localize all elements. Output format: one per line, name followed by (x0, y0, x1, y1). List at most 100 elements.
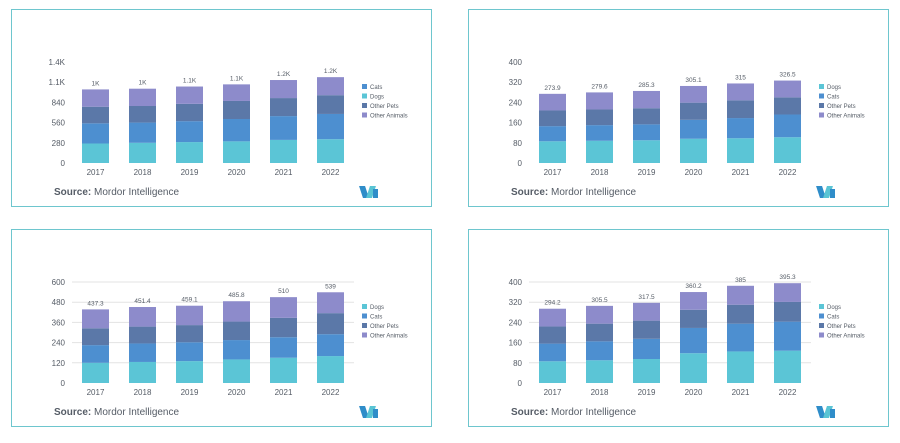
data-label-total: 395.3 (779, 274, 796, 281)
y-tick-label: 560 (52, 119, 66, 128)
bar-segment-other-pets (129, 326, 156, 344)
y-tick-label: 160 (509, 119, 523, 128)
x-tick-label: 2019 (638, 388, 656, 397)
bar-segment-other-pets (774, 301, 801, 322)
legend-swatch (819, 112, 824, 118)
stacked-bar-chart-1: 0 280 560 840 1.1K 1.4K 1K 2017 1K 2018 1.1K 2019 1.… (49, 58, 408, 177)
bar-segment-other-pets (270, 98, 297, 117)
y-tick-label: 240 (509, 98, 523, 107)
bar-segment-dogs (129, 361, 156, 383)
bar-segment-other-pets (270, 317, 297, 338)
mordor-intelligence-logo-icon (816, 186, 836, 198)
source-note: Source: Mordor Intelligence (54, 187, 179, 198)
data-label-total: 273.9 (544, 85, 561, 92)
y-tick-label: 600 (52, 278, 66, 287)
data-label-total: 1.1K (230, 75, 244, 82)
y-tick-label: 1.4K (49, 58, 66, 67)
bar-segment-cats (539, 343, 566, 362)
data-label-total: 451.4 (134, 298, 151, 305)
bar-segment-cats (176, 342, 203, 362)
bar-segment-other-animals (82, 89, 109, 107)
bar-segment-other-pets (680, 102, 707, 120)
bar-segment-cats (317, 334, 344, 357)
data-label-total: 437.3 (87, 300, 104, 307)
bar-segment-cats (223, 118, 250, 142)
y-tick-label: 280 (52, 139, 66, 148)
source-label: Source: (511, 407, 549, 418)
bar-segment-other-animals (82, 309, 109, 329)
bar-segment-other-animals (317, 292, 344, 314)
source-label: Source: (54, 407, 92, 418)
bar-segment-other-pets (82, 328, 109, 346)
bar-segment-other-animals (270, 80, 297, 99)
stacked-bar-chart-2: 0 80 160 240 320 400 273.9 2017 279.6 2018 285.3 20… (509, 58, 865, 177)
bar-segment-other-pets (176, 325, 203, 343)
bar-segment-other-animals (270, 297, 297, 318)
x-tick-label: 2017 (87, 388, 105, 397)
y-tick-label: 120 (52, 359, 66, 368)
data-label-total: 305.5 (591, 297, 608, 304)
bar-segment-dogs (129, 142, 156, 163)
bar-segment-other-animals (129, 88, 156, 107)
bar-segment-cats (680, 327, 707, 354)
bar-segment-other-animals (727, 83, 754, 101)
y-tick-label: 0 (61, 159, 66, 168)
source-name: Mordor Intelligence (94, 187, 180, 198)
bar-segment-other-pets (586, 323, 613, 342)
bar-segment-other-animals (539, 93, 566, 111)
data-label-total: 317.5 (638, 294, 655, 301)
source-note: Source: Mordor Intelligence (511, 187, 636, 198)
source-note: Source: Mordor Intelligence (54, 407, 179, 418)
legend-swatch (819, 323, 824, 328)
bar-segment-other-pets (633, 108, 660, 125)
bar-segment-dogs (317, 139, 344, 163)
bar-segment-other-animals (176, 86, 203, 104)
bar-segment-cats (317, 113, 344, 140)
bar-segment-dogs (317, 356, 344, 383)
data-label-total: 510 (278, 288, 289, 295)
bar-segment-cats (129, 122, 156, 143)
bar-segment-cats (680, 119, 707, 139)
bar-segment-other-pets (317, 313, 344, 335)
bar-segment-cats (586, 341, 613, 361)
data-label-total: 1K (139, 80, 148, 87)
data-label-total: 385 (735, 277, 746, 284)
data-label-total: 1K (92, 80, 101, 87)
bar-segment-dogs (727, 351, 754, 383)
x-tick-label: 2018 (591, 168, 609, 177)
bar-segment-other-pets (539, 110, 566, 127)
data-label-total: 1.2K (277, 71, 291, 78)
source-note: Source: Mordor Intelligence (511, 407, 636, 418)
legend-item-label: Dogs (827, 85, 841, 91)
legend-item-label: Other Animals (370, 334, 408, 340)
data-label-total: 279.6 (591, 83, 608, 90)
bar-segment-cats (82, 123, 109, 144)
legend-item-label: Other Animals (370, 114, 408, 120)
bar-segment-dogs (680, 138, 707, 163)
legend-swatch (819, 84, 824, 89)
bar-segment-cats (774, 321, 801, 351)
legend-item-label: Other Pets (370, 104, 399, 110)
y-tick-label: 320 (509, 298, 523, 307)
x-tick-label: 2019 (181, 168, 199, 177)
bar-segment-dogs (223, 359, 250, 383)
data-label-total: 294.2 (544, 300, 561, 307)
bar-segment-dogs (223, 141, 250, 163)
x-tick-label: 2017 (544, 168, 562, 177)
bar-segment-other-pets (774, 97, 801, 115)
x-tick-label: 2022 (322, 388, 340, 397)
x-tick-label: 2022 (779, 168, 797, 177)
x-tick-label: 2021 (275, 168, 293, 177)
x-tick-label: 2020 (228, 168, 246, 177)
x-tick-label: 2017 (544, 388, 562, 397)
y-tick-label: 0 (518, 159, 523, 168)
legend-item-label: Other Animals (827, 114, 865, 120)
bar-segment-other-animals (176, 305, 203, 326)
bar-segment-cats (727, 118, 754, 139)
legend-swatch (362, 103, 367, 108)
bar-segment-dogs (680, 353, 707, 383)
y-tick-label: 480 (52, 298, 66, 307)
bar-segment-dogs (176, 361, 203, 383)
bar-segment-other-pets (539, 326, 566, 344)
bar-segment-dogs (633, 140, 660, 163)
